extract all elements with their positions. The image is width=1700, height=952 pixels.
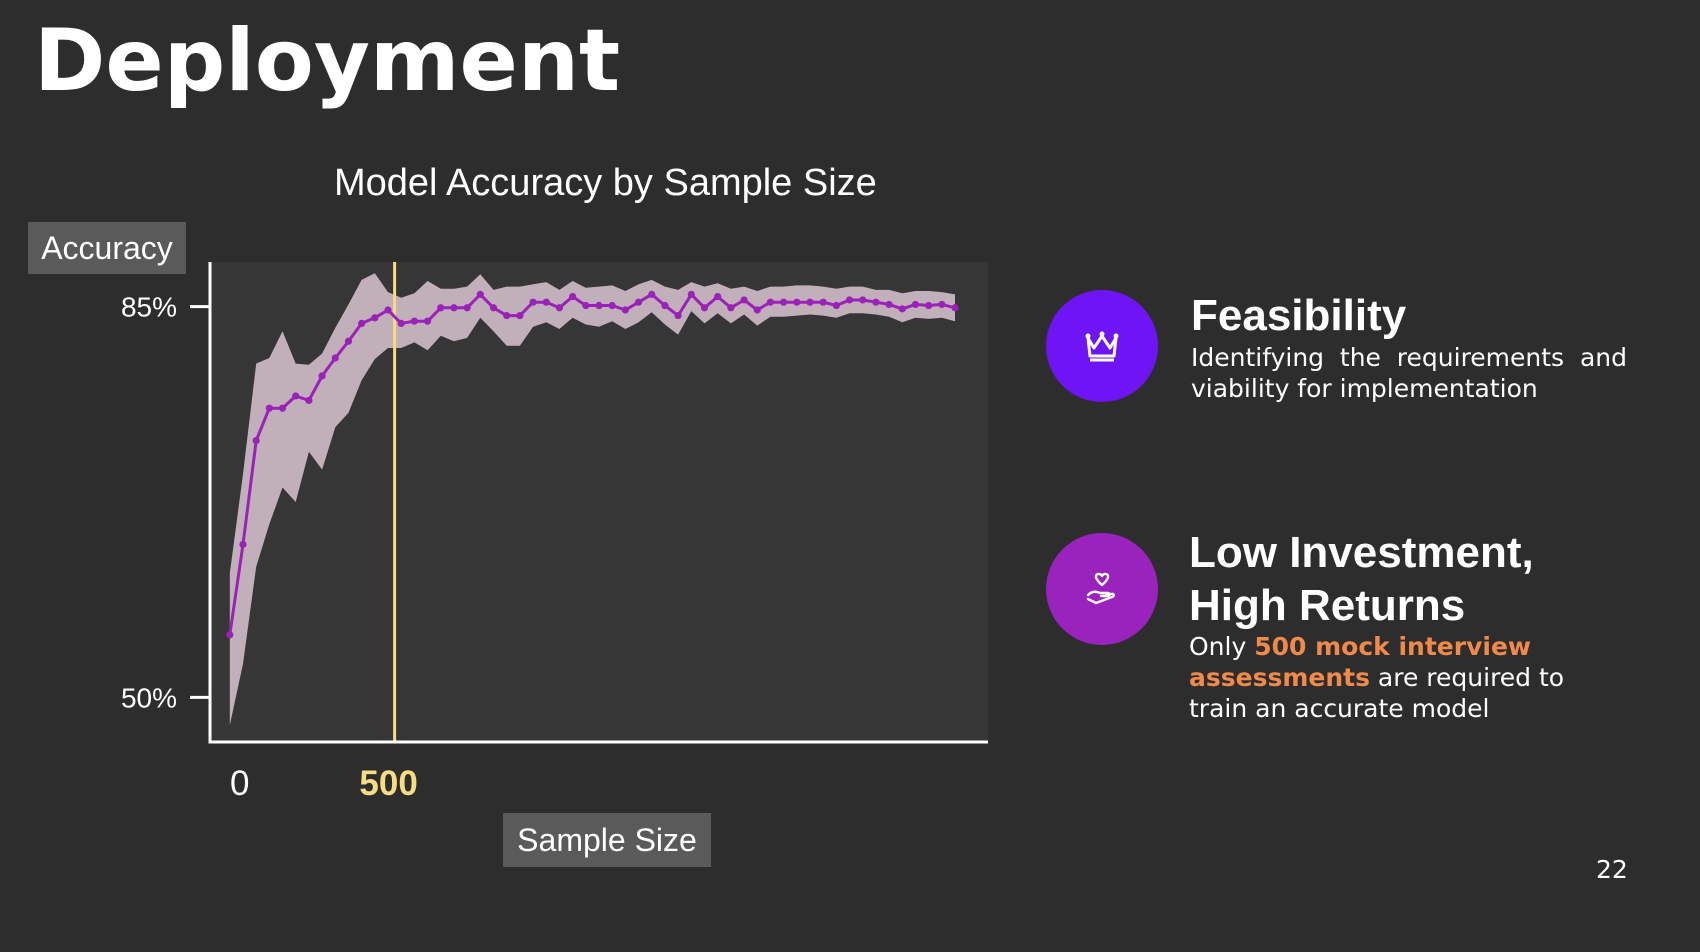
data-point xyxy=(516,311,524,320)
data-point xyxy=(740,296,748,304)
feasibility-title: Feasibility xyxy=(1191,291,1407,340)
data-point xyxy=(555,304,564,312)
data-point xyxy=(832,301,840,310)
data-point xyxy=(358,319,366,327)
data-point xyxy=(344,337,353,345)
x-ticks: 0 500 xyxy=(230,764,418,803)
data-point xyxy=(911,300,920,309)
investment-description: Only 500 mock interview assessments are … xyxy=(1189,631,1619,724)
data-point xyxy=(925,301,933,310)
data-point xyxy=(938,300,946,309)
data-point xyxy=(476,290,484,298)
investment-desc-highlight: 500 mock interview assessments xyxy=(1189,632,1532,692)
investment-icon-circle xyxy=(1046,533,1158,645)
data-point xyxy=(278,404,287,412)
x-tick-label-threshold: 500 xyxy=(359,764,417,803)
data-point xyxy=(859,296,867,304)
plot-area xyxy=(210,262,988,742)
data-point xyxy=(595,301,603,310)
data-point xyxy=(806,298,814,306)
data-point xyxy=(450,304,458,312)
data-point xyxy=(252,437,260,445)
data-points xyxy=(226,290,959,639)
data-point xyxy=(410,317,418,325)
data-point xyxy=(384,306,392,314)
feasibility-icon-circle xyxy=(1046,290,1158,402)
data-point xyxy=(634,298,643,306)
data-point xyxy=(845,296,854,304)
data-point xyxy=(569,293,577,301)
data-point xyxy=(292,392,300,400)
data-point xyxy=(898,305,906,313)
data-point xyxy=(582,301,590,310)
page-number: 22 xyxy=(1596,855,1628,884)
data-point xyxy=(648,290,656,298)
heart-hand-icon xyxy=(1086,572,1115,605)
y-axis-label: Accuracy xyxy=(28,222,186,274)
investment-desc-suffix: are required to train an accurate model xyxy=(1189,663,1565,723)
y-ticks: 50% 85% xyxy=(121,292,210,713)
slide-title: Deployment xyxy=(34,11,621,111)
x-axis-label: Sample Size xyxy=(503,813,711,867)
data-point xyxy=(437,304,445,312)
data-point xyxy=(489,304,498,312)
feasibility-description: Identifying the requirements and viabili… xyxy=(1191,343,1627,403)
data-point xyxy=(714,293,722,301)
data-point xyxy=(608,301,616,310)
investment-desc-prefix: Only xyxy=(1189,632,1255,661)
data-point xyxy=(503,311,511,320)
y-tick-label: 50% xyxy=(121,682,177,713)
data-point xyxy=(331,354,339,362)
data-point xyxy=(397,319,405,327)
data-point xyxy=(265,404,273,412)
data-point xyxy=(753,306,761,314)
y-tick-label: 85% xyxy=(121,292,177,323)
data-point xyxy=(885,300,893,309)
investment-title: Low Investment, High Returns xyxy=(1189,526,1534,632)
investment-title-line1: Low Investment, xyxy=(1189,528,1534,577)
data-point xyxy=(463,304,471,312)
data-point xyxy=(687,290,695,298)
data-point xyxy=(727,304,735,312)
data-point xyxy=(318,372,326,380)
accuracy-chart: 50% 85% 0 500 xyxy=(121,262,988,803)
data-point xyxy=(423,317,432,325)
data-point xyxy=(529,298,537,306)
investment-title-line2: High Returns xyxy=(1189,581,1466,630)
crown-icon xyxy=(1085,331,1119,362)
data-point xyxy=(226,631,234,639)
data-point xyxy=(239,540,247,549)
chart-title: Model Accuracy by Sample Size xyxy=(334,162,877,204)
data-point xyxy=(819,298,827,306)
data-point xyxy=(542,298,550,306)
data-point xyxy=(951,304,959,312)
data-point xyxy=(661,301,669,310)
data-point xyxy=(872,298,880,306)
data-point xyxy=(780,298,788,306)
x-tick-label: 0 xyxy=(230,764,249,803)
data-point xyxy=(305,396,313,405)
data-point xyxy=(621,306,629,314)
data-point xyxy=(700,304,709,312)
data-point xyxy=(674,311,682,320)
data-point xyxy=(793,298,801,306)
data-point xyxy=(371,314,379,322)
data-point xyxy=(766,298,775,306)
